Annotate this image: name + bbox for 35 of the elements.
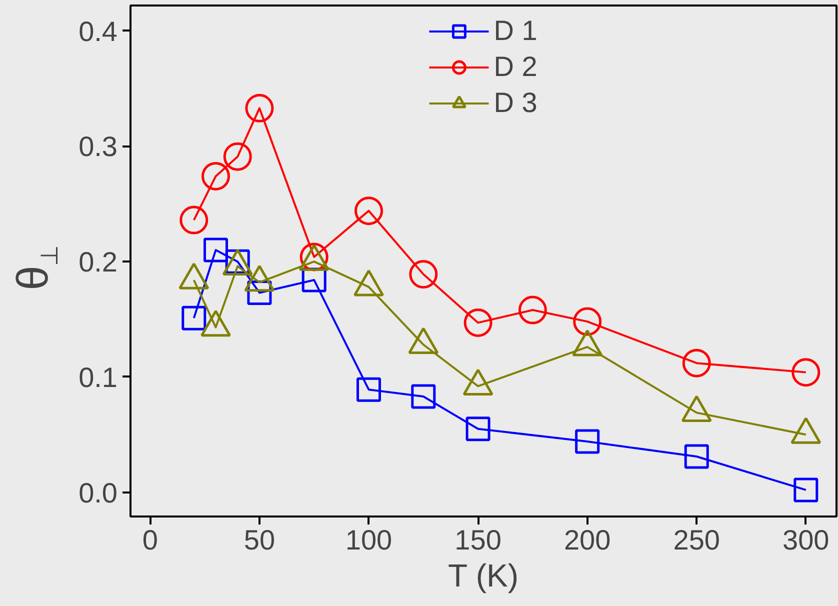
legend-label: D 3 <box>494 87 538 119</box>
x-tick-label: 50 <box>244 524 276 556</box>
point <box>411 384 436 409</box>
point <box>182 306 206 330</box>
point <box>466 416 490 442</box>
y-tick-label: 0.3 <box>78 131 118 162</box>
legend-label: D 1 <box>494 15 538 47</box>
point <box>356 377 381 402</box>
legend-label: D 2 <box>494 51 538 83</box>
point <box>575 429 600 454</box>
x-tick-label: 200 <box>564 524 611 556</box>
x-axis-title: T (K) <box>448 558 518 594</box>
y-tick-label: 0.1 <box>78 362 118 393</box>
x-tick-label: 0 <box>142 524 158 556</box>
x-tick-label: 250 <box>673 524 720 556</box>
x-tick-label: 150 <box>454 524 502 556</box>
point <box>794 478 818 502</box>
point <box>684 444 709 469</box>
point <box>245 94 274 122</box>
point <box>682 348 711 378</box>
point <box>464 308 492 337</box>
point <box>223 142 252 171</box>
point <box>573 307 602 336</box>
point <box>203 238 228 262</box>
y-tick-label: 0.0 <box>78 477 118 508</box>
y-tick-label: 0.4 <box>78 16 118 47</box>
point <box>201 162 230 190</box>
point <box>409 260 438 288</box>
point <box>180 206 208 234</box>
x-tick-label: 100 <box>345 524 392 556</box>
y-tick-label: 0.2 <box>78 246 118 278</box>
point <box>518 296 547 324</box>
x-tick-label: 300 <box>782 524 830 556</box>
point <box>792 358 820 387</box>
point <box>354 196 383 226</box>
